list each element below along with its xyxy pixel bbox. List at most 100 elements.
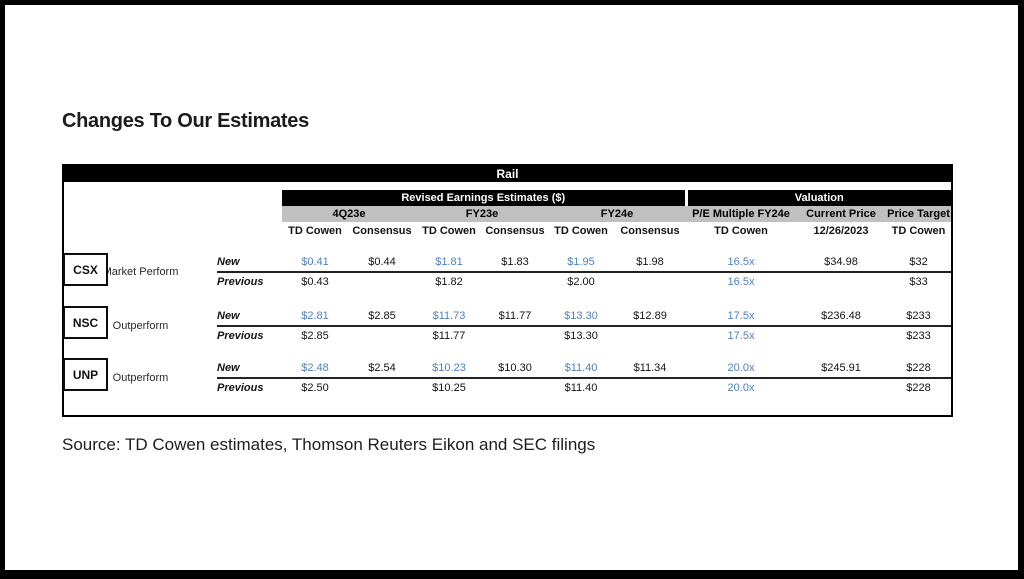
value-cell: $1.95 [548,253,614,273]
value-cell: $10.23 [416,359,482,379]
value-cell [348,378,416,397]
rating-label: Outperform [112,320,169,332]
spacer-row [64,345,951,359]
value-cell: $1.98 [614,253,686,273]
report-page: Changes To Our Estimates Rail Revised Ea… [5,5,1018,570]
period-header-pe-multiple: P/E Multiple FY24e [686,206,796,222]
value-cell: $245.91 [796,359,886,379]
value-cell: 20.0x [727,382,755,394]
page-title: Changes To Our Estimates [62,110,309,132]
value-cell [348,326,416,345]
value-cell: $2.48 [282,359,348,379]
value-cell: $32 [886,253,952,273]
value-cell: $0.44 [348,253,416,273]
table-row: Previous $0.43 $1.82 $2.00 16.5x $33 [64,272,951,291]
section-header-valuation: Valuation [686,190,952,206]
value-cell: $1.81 [416,253,482,273]
value-cell: $2.00 [567,276,595,288]
value-cell [796,326,886,345]
column-header: Consensus [485,224,545,237]
empty-cell [64,206,282,222]
value-cell: $233 [886,307,952,327]
table-row: Outperform New $2.81 $2.85 $11.73 $11.77… [64,307,952,332]
value-cell: $11.77 [432,330,466,342]
rating-label: Market Perform [102,266,179,278]
value-cell: $233 [906,330,931,342]
value-cell: 17.5x [727,330,755,342]
value-cell: $0.41 [282,253,348,273]
value-cell: $0.43 [301,276,329,288]
row-label-previous: Previous [217,382,264,394]
value-cell [482,272,548,291]
value-cell: $228 [886,359,952,379]
estimates-grid: Rail Revised Earnings Estimates ($) Valu… [64,166,952,397]
source-note: Source: TD Cowen estimates, Thomson Reut… [62,435,596,454]
value-cell: $228 [906,382,931,394]
row-label-new: New [217,307,282,327]
value-cell [796,378,886,397]
period-header-4q23e: 4Q23e [282,206,416,222]
value-cell: $236.48 [796,307,886,327]
value-cell: $2.54 [348,359,416,379]
table-title-bar: Rail [64,166,952,182]
column-header: TD Cowen [891,224,946,237]
table-row: Market Perform New $0.41 $0.44 $1.81 $1.… [64,253,952,278]
value-cell: $2.81 [282,307,348,327]
ticker-box-csx: CSX [63,253,108,286]
column-header: TD Cowen [554,224,608,237]
row-label-new: New [217,253,282,273]
period-header-fy24e: FY24e [548,206,686,222]
value-cell [482,326,548,345]
value-cell [348,272,416,291]
value-cell [614,326,686,345]
ticker-box-nsc: NSC [63,306,108,339]
value-cell: $12.89 [614,307,686,327]
value-cell: $11.77 [482,307,548,327]
row-label-new: New [217,359,282,379]
value-cell [614,272,686,291]
spacer-row [64,182,951,190]
value-cell: $34.98 [796,253,886,273]
value-cell [482,378,548,397]
value-cell: 17.5x [686,307,796,327]
column-header: TD Cowen [288,224,342,237]
value-cell: $33 [909,276,928,288]
rating-label: Outperform [112,372,169,384]
value-cell: $13.30 [548,307,614,327]
value-cell [614,378,686,397]
period-header-current-price: Current Price [796,206,886,222]
value-cell: $1.83 [482,253,548,273]
value-cell: $11.34 [614,359,686,379]
row-label-previous: Previous [217,330,264,342]
value-cell: 16.5x [727,276,755,288]
value-cell: $2.50 [301,382,329,394]
column-header: Consensus [620,224,680,237]
table-row: Outperform New $2.48 $2.54 $10.23 $10.30… [64,359,952,384]
value-cell [796,272,886,291]
table-row: Previous $2.50 $10.25 $11.40 20.0x $228 [64,378,951,397]
value-cell: $11.73 [416,307,482,327]
value-cell: $11.40 [564,382,598,394]
column-header: TD Cowen [714,224,768,237]
table-row: Previous $2.85 $11.77 $13.30 17.5x $233 [64,326,951,345]
row-label-previous: Previous [217,276,264,288]
value-cell: $10.30 [482,359,548,379]
spacer-row [64,291,951,307]
value-cell: $2.85 [301,330,329,342]
empty-cell [64,222,282,239]
period-header-fy23e: FY23e [416,206,548,222]
value-cell: 20.0x [686,359,796,379]
period-header-price-target: Price Target [886,206,952,222]
value-cell: $11.40 [548,359,614,379]
section-header-earnings: Revised Earnings Estimates ($) [282,190,688,206]
value-cell: $1.82 [435,276,463,288]
column-header: 12/26/2023 [813,224,869,237]
value-cell: $10.25 [432,382,466,394]
estimates-table: Rail Revised Earnings Estimates ($) Valu… [62,164,953,417]
spacer-row [64,239,951,253]
value-cell: 16.5x [686,253,796,273]
value-cell: $13.30 [564,330,598,342]
empty-cell [64,190,282,206]
column-header: TD Cowen [422,224,476,237]
value-cell: $2.85 [348,307,416,327]
